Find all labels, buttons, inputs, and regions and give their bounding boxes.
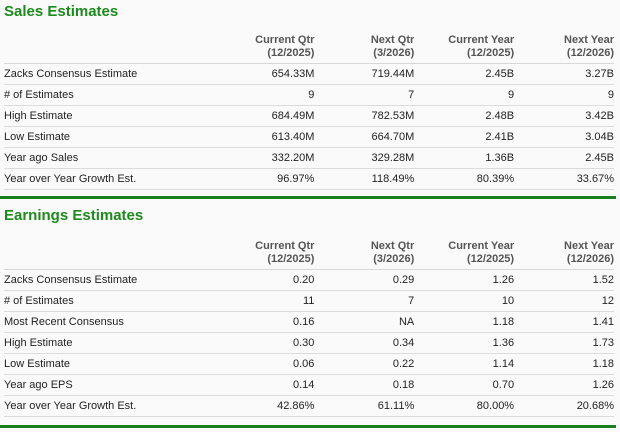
cell-value: 0.34 (314, 332, 415, 354)
row-label: # of Estimates (4, 290, 174, 312)
earnings-estimates-title: Earnings Estimates (4, 207, 144, 224)
row-label: Low Estimate (4, 126, 174, 148)
cell-value: 1.36B (414, 147, 515, 169)
cell-value: 1.26 (414, 269, 515, 291)
sales-estimates-title: Sales Estimates (4, 3, 119, 20)
cell-value: 1.14 (414, 353, 515, 375)
cell-value: 0.16 (173, 311, 315, 333)
cell-value: 12 (514, 290, 614, 312)
cell-value: 613.40M (173, 126, 315, 148)
cell-value: 1.41 (514, 311, 614, 333)
column-header-next-qtr: Next Qtr (3/2026) (314, 237, 415, 270)
cell-value: 782.53M (314, 105, 415, 127)
table-row: Low Estimate 613.40M 664.70M 2.41B 3.04B (4, 126, 614, 148)
earnings-estimates-section: Earnings Estimates Current Qtr (12/2025) … (0, 199, 620, 425)
table-row: # of Estimates 11 7 10 12 (4, 290, 614, 312)
row-label: Year ago Sales (4, 147, 174, 169)
cell-value: 10 (414, 290, 515, 312)
table-row: Year over Year Growth Est. 42.86% 61.11%… (4, 395, 614, 417)
cell-value: 9 (514, 84, 614, 106)
cell-value: 0.18 (314, 374, 415, 396)
table-row: Zacks Consensus Estimate 654.33M 719.44M… (4, 63, 614, 85)
row-label: Zacks Consensus Estimate (4, 63, 174, 85)
row-label: Zacks Consensus Estimate (4, 269, 174, 291)
section-divider (0, 425, 616, 428)
table-row: Year ago Sales 332.20M 329.28M 1.36B 2.4… (4, 147, 614, 169)
table-header-row: Current Qtr (12/2025) Next Qtr (3/2026) Cu… (4, 31, 614, 64)
cell-value: 1.36 (414, 332, 515, 354)
column-header-current-year: Current Year (12/2025) (414, 237, 515, 270)
cell-value: 7 (314, 84, 415, 106)
row-label: Year over Year Growth Est. (4, 395, 174, 417)
section-divider (0, 196, 616, 199)
table-row: Low Estimate 0.06 0.22 1.14 1.18 (4, 353, 614, 375)
row-label: Year ago EPS (4, 374, 174, 396)
cell-value: 0.14 (173, 374, 315, 396)
row-label: # of Estimates (4, 84, 174, 106)
cell-value: 2.45B (414, 63, 515, 85)
table-row: Zacks Consensus Estimate 0.20 0.29 1.26 … (4, 269, 614, 291)
cell-value: 0.20 (173, 269, 315, 291)
cell-value: 1.18 (514, 353, 614, 375)
row-label: High Estimate (4, 105, 174, 127)
cell-value: 118.49% (314, 168, 415, 190)
row-label: Low Estimate (4, 353, 174, 375)
earnings-estimates-table: Current Qtr (12/2025) Next Qtr (3/2026) Cu… (4, 237, 614, 417)
column-header-label (4, 31, 174, 64)
cell-value: 719.44M (314, 63, 415, 85)
column-header-next-qtr: Next Qtr (3/2026) (314, 31, 415, 64)
cell-value: 329.28M (314, 147, 415, 169)
column-header-label (4, 237, 174, 270)
cell-value: 33.67% (514, 168, 614, 190)
column-header-next-year: Next Year (12/2026) (514, 237, 614, 270)
column-header-current-year: Current Year (12/2025) (414, 31, 515, 64)
sales-estimates-section: Sales Estimates Current Qtr (12/2025) Nex… (0, 0, 620, 196)
cell-value: 684.49M (173, 105, 315, 127)
column-header-next-year: Next Year (12/2026) (514, 31, 614, 64)
cell-value: 61.11% (314, 395, 415, 417)
cell-value: 80.00% (414, 395, 515, 417)
cell-value: 42.86% (173, 395, 315, 417)
cell-value: 80.39% (414, 168, 515, 190)
cell-value: 0.06 (173, 353, 315, 375)
table-row: Year over Year Growth Est. 96.97% 118.49… (4, 168, 614, 190)
sales-estimates-table: Current Qtr (12/2025) Next Qtr (3/2026) Cu… (4, 31, 614, 190)
cell-value: 654.33M (173, 63, 315, 85)
table-row: Year ago EPS 0.14 0.18 0.70 1.26 (4, 374, 614, 396)
cell-value: 20.68% (514, 395, 614, 417)
cell-value: 3.04B (514, 126, 614, 148)
cell-value: 2.45B (514, 147, 614, 169)
table-header-row: Current Qtr (12/2025) Next Qtr (3/2026) Cu… (4, 237, 614, 270)
cell-value: 0.30 (173, 332, 315, 354)
cell-value: 9 (414, 84, 515, 106)
cell-value: 7 (314, 290, 415, 312)
column-header-current-qtr: Current Qtr (12/2025) (173, 31, 315, 64)
cell-value: 1.26 (514, 374, 614, 396)
cell-value: NA (314, 311, 415, 333)
row-label: Year over Year Growth Est. (4, 168, 174, 190)
cell-value: 0.29 (314, 269, 415, 291)
cell-value: 1.73 (514, 332, 614, 354)
column-header-current-qtr: Current Qtr (12/2025) (173, 237, 315, 270)
cell-value: 332.20M (173, 147, 315, 169)
cell-value: 1.52 (514, 269, 614, 291)
cell-value: 96.97% (173, 168, 315, 190)
cell-value: 0.22 (314, 353, 415, 375)
table-row: # of Estimates 9 7 9 9 (4, 84, 614, 106)
table-row: Most Recent Consensus 0.16 NA 1.18 1.41 (4, 311, 614, 333)
cell-value: 0.70 (414, 374, 515, 396)
cell-value: 2.48B (414, 105, 515, 127)
cell-value: 11 (173, 290, 315, 312)
table-row: High Estimate 684.49M 782.53M 2.48B 3.42… (4, 105, 614, 127)
cell-value: 664.70M (314, 126, 415, 148)
table-row: High Estimate 0.30 0.34 1.36 1.73 (4, 332, 614, 354)
cell-value: 3.42B (514, 105, 614, 127)
cell-value: 3.27B (514, 63, 614, 85)
row-label: Most Recent Consensus (4, 311, 174, 333)
cell-value: 2.41B (414, 126, 515, 148)
cell-value: 9 (173, 84, 315, 106)
row-label: High Estimate (4, 332, 174, 354)
cell-value: 1.18 (414, 311, 515, 333)
